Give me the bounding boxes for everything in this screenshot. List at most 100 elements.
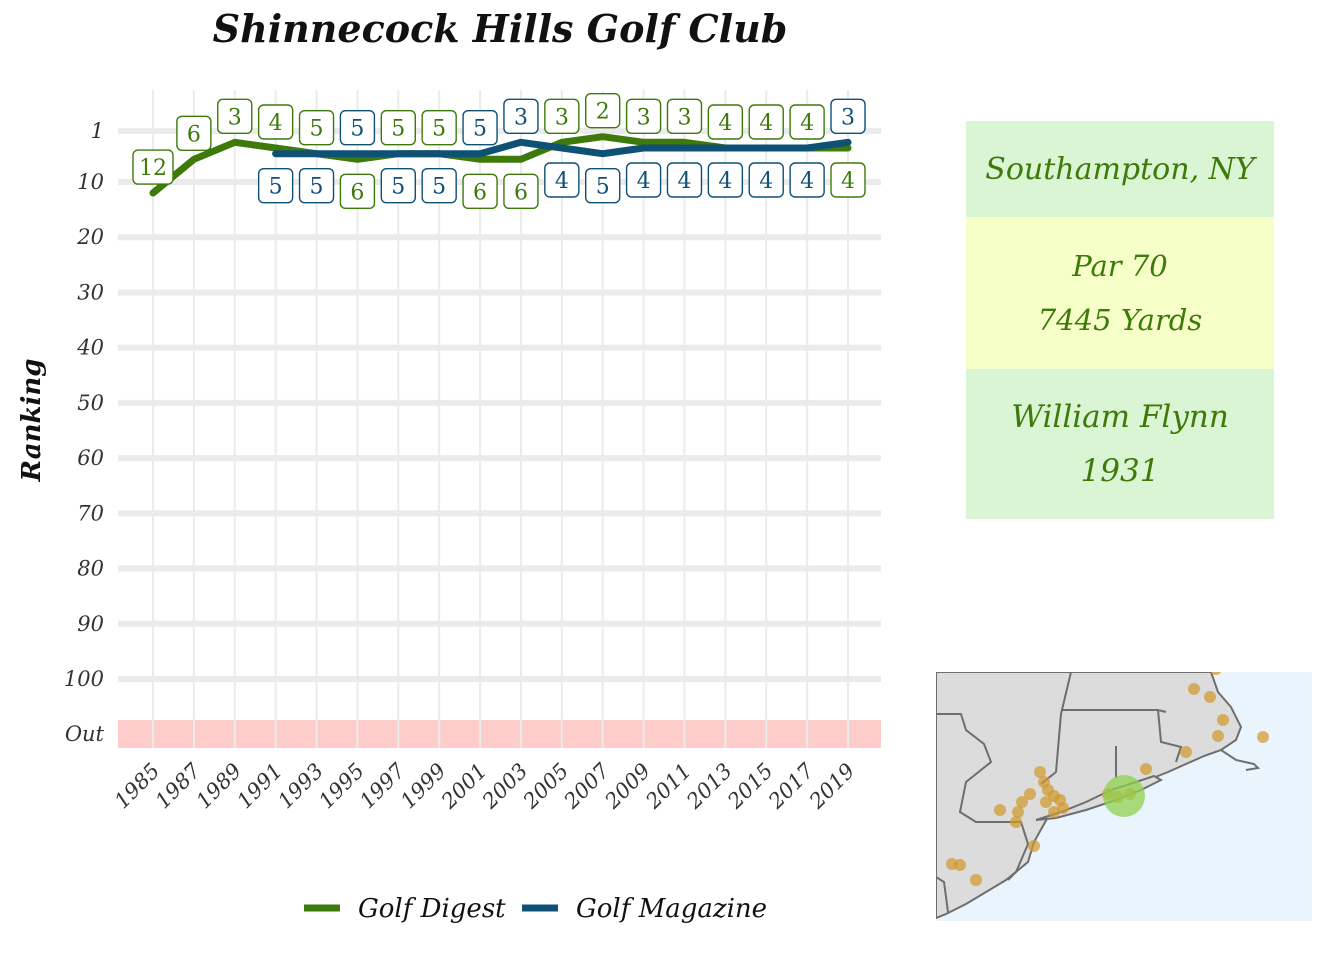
data-label-golf-magazine-2003: 3 — [503, 98, 539, 135]
svg-text:6: 6 — [473, 180, 487, 205]
y-axis-title: Ranking — [17, 359, 47, 483]
x-tick-2003: 2003 — [477, 759, 532, 814]
svg-text:5: 5 — [269, 175, 283, 200]
svg-text:6: 6 — [514, 180, 528, 205]
svg-text:5: 5 — [391, 175, 405, 200]
map-state-border-2 — [1040, 672, 1072, 785]
data-label-golf-digest-2001: 6 — [462, 173, 498, 210]
data-label-golf-digest-1999: 5 — [421, 109, 457, 146]
svg-text:4: 4 — [800, 169, 814, 194]
data-label-golf-digest-2017: 4 — [789, 104, 825, 140]
data-label-golf-digest-2005: 3 — [544, 98, 580, 135]
architect-cell: William Flynn 1931 — [966, 369, 1274, 519]
data-label-golf-digest-2019: 4 — [830, 162, 866, 198]
svg-text:4: 4 — [759, 111, 773, 136]
y-tick-out: Out — [65, 722, 105, 746]
data-label-golf-magazine-2015: 4 — [748, 162, 784, 198]
data-label-golf-digest-2003: 6 — [503, 173, 539, 210]
map-highlight-course — [1103, 775, 1145, 817]
x-tick-labels: 1985198719891991199319951997199920012003… — [110, 758, 860, 814]
location-text: Southampton, NY — [985, 151, 1255, 187]
y-tick-10: 10 — [77, 170, 104, 194]
out-band — [118, 720, 881, 748]
course-info-panel: Southampton, NY Par 70 7445 Yards Willia… — [966, 121, 1274, 519]
svg-text:4: 4 — [637, 169, 651, 194]
x-tick-2013: 2013 — [681, 759, 736, 814]
y-tick-40: 40 — [76, 336, 104, 360]
x-tick-2017: 2017 — [763, 758, 819, 814]
data-label-golf-digest-2007: 2 — [585, 92, 621, 129]
data-label-golf-magazine-2013: 4 — [707, 162, 744, 198]
x-tick-2007: 2007 — [559, 758, 615, 814]
map-state-border-1 — [936, 713, 1030, 881]
data-label-golf-digest-1997: 5 — [380, 109, 416, 146]
svg-text:3: 3 — [677, 105, 691, 130]
data-label-golf-magazine-2005: 4 — [544, 162, 580, 198]
data-label-golf-digest-1991: 4 — [257, 104, 294, 140]
x-tick-1999: 1999 — [396, 759, 451, 814]
y-tick-1: 1 — [91, 119, 104, 143]
par-text: Par 70 — [1072, 249, 1168, 283]
x-tick-1993: 1993 — [273, 759, 328, 814]
legend-label-golf-digest: Golf Digest — [358, 894, 506, 924]
svg-text:5: 5 — [432, 175, 446, 200]
svg-text:5: 5 — [432, 117, 446, 142]
data-label-golf-digest-1993: 5 — [298, 109, 335, 146]
x-gridlines — [152, 90, 849, 748]
svg-text:5: 5 — [473, 117, 487, 142]
x-tick-1991: 1991 — [232, 759, 287, 814]
architect-text: William Flynn — [1011, 399, 1229, 435]
y-tick-70: 70 — [77, 501, 104, 525]
x-tick-1997: 1997 — [355, 758, 410, 813]
x-tick-1985: 1985 — [110, 759, 165, 814]
location-map — [936, 672, 1312, 921]
data-label-golf-digest-2013: 4 — [707, 104, 744, 140]
y-tick-60: 60 — [77, 446, 104, 470]
data-label-golf-digest-1987: 6 — [176, 115, 212, 152]
y-tick-90: 90 — [77, 612, 104, 636]
x-tick-2001: 2001 — [436, 759, 491, 814]
x-tick-2005: 2005 — [518, 759, 573, 814]
data-label-golf-magazine-1999: 5 — [421, 167, 457, 204]
y-tick-100: 100 — [64, 667, 104, 691]
svg-text:5: 5 — [391, 117, 405, 142]
data-label-golf-magazine-1995: 5 — [339, 109, 376, 146]
data-label-golf-digest-1985: 12 — [132, 149, 174, 185]
svg-text:4: 4 — [677, 169, 691, 194]
y-tick-labels: 1 10 20 30 40 50 60 70 80 90 100 Out — [64, 119, 105, 746]
data-label-golf-magazine-1993: 5 — [298, 167, 335, 204]
data-label-golf-magazine-2009: 4 — [625, 162, 662, 198]
legend-label-golf-magazine: Golf Magazine — [576, 894, 767, 924]
svg-text:4: 4 — [800, 111, 814, 136]
map-state-border-4 — [936, 876, 949, 913]
svg-text:3: 3 — [514, 105, 528, 130]
data-label-golf-digest-2011: 3 — [666, 98, 703, 135]
data-label-golf-magazine-2007: 5 — [585, 167, 621, 204]
svg-text:5: 5 — [350, 117, 364, 142]
data-label-golf-digest-1995: 6 — [339, 173, 376, 210]
svg-text:3: 3 — [555, 105, 569, 130]
svg-text:6: 6 — [350, 180, 364, 205]
data-label-golf-magazine-1997: 5 — [380, 167, 416, 204]
svg-text:3: 3 — [228, 105, 242, 130]
svg-text:2: 2 — [596, 100, 610, 125]
x-tick-1987: 1987 — [151, 758, 206, 813]
y-tick-20: 20 — [76, 225, 104, 249]
chart-title: Shinnecock Hills Golf Club — [213, 6, 788, 51]
x-tick-1989: 1989 — [192, 759, 247, 814]
par-yards-cell: Par 70 7445 Yards — [966, 217, 1274, 369]
data-label-golf-magazine-2019: 3 — [830, 98, 866, 135]
data-label-golf-magazine-2011: 4 — [666, 162, 703, 198]
svg-text:4: 4 — [759, 169, 773, 194]
svg-text:5: 5 — [596, 175, 610, 200]
data-label-golf-magazine-1991: 5 — [257, 167, 294, 204]
x-tick-2009: 2009 — [600, 759, 655, 814]
x-tick-1995: 1995 — [314, 759, 369, 814]
svg-text:4: 4 — [718, 169, 732, 194]
x-tick-2015: 2015 — [722, 759, 777, 814]
svg-text:4: 4 — [718, 111, 732, 136]
svg-text:4: 4 — [841, 169, 855, 194]
svg-text:12: 12 — [139, 156, 167, 181]
yards-text: 7445 Yards — [1037, 303, 1203, 337]
data-label-golf-digest-1989: 3 — [217, 98, 253, 135]
